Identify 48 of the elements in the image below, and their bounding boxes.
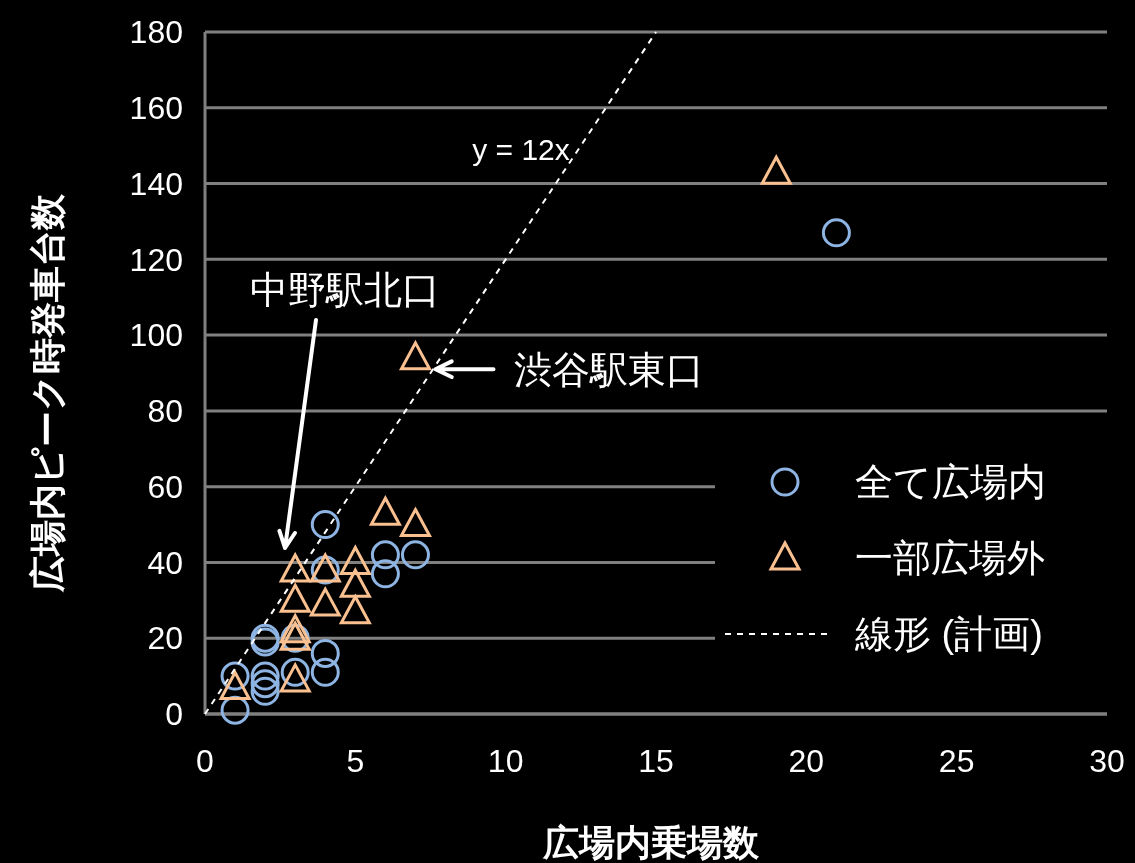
y-tick-label: 100 xyxy=(129,317,183,354)
point xyxy=(369,496,401,526)
point xyxy=(250,669,280,699)
x-tick-label: 30 xyxy=(1089,743,1125,779)
y-tick-label: 20 xyxy=(147,620,183,657)
y-tick-label: 40 xyxy=(147,544,183,581)
legend-label: 一部広場外 xyxy=(855,537,1045,580)
point xyxy=(219,670,251,700)
point xyxy=(279,614,311,644)
point xyxy=(370,559,400,589)
annotation: y = 12x xyxy=(472,132,570,166)
point xyxy=(310,510,340,540)
annotation: 中野駅北口 xyxy=(250,269,440,312)
x-tick-label: 10 xyxy=(487,743,524,779)
point xyxy=(400,540,430,570)
x-axis-title: 広場内乗場数 xyxy=(542,822,760,863)
point xyxy=(339,545,371,575)
point xyxy=(399,341,431,371)
point xyxy=(279,663,311,693)
y-tick-label: 80 xyxy=(147,393,183,430)
y-tick-label: 120 xyxy=(129,241,183,278)
y-tick-label: 140 xyxy=(129,165,183,202)
point xyxy=(250,676,280,706)
legend-label: 全て広場内 xyxy=(855,461,1046,504)
point xyxy=(280,657,310,687)
point xyxy=(310,657,340,687)
point xyxy=(250,661,280,691)
point xyxy=(339,568,371,598)
point xyxy=(309,587,341,617)
y-tick-label: 0 xyxy=(165,696,183,733)
annotation: 渋谷駅東口 xyxy=(513,348,704,391)
y-tick-label: 160 xyxy=(129,89,183,126)
point xyxy=(370,540,400,570)
legend-label: 線形 (計画) xyxy=(854,613,1043,656)
x-tick-label: 25 xyxy=(938,743,975,779)
point xyxy=(278,551,312,583)
point xyxy=(339,595,371,625)
x-tick-label: 0 xyxy=(196,743,214,779)
y-tick-label: 180 xyxy=(129,14,183,51)
y-axis-title: 広場内ピーク時発車台数 xyxy=(27,193,68,593)
point xyxy=(310,638,340,668)
x-tick-label: 20 xyxy=(788,743,825,779)
point xyxy=(760,155,792,185)
point xyxy=(279,583,311,613)
point xyxy=(399,508,431,538)
y-tick-label: 60 xyxy=(147,468,183,505)
x-tick-label: 15 xyxy=(638,743,674,779)
x-tick-label: 5 xyxy=(346,743,365,779)
